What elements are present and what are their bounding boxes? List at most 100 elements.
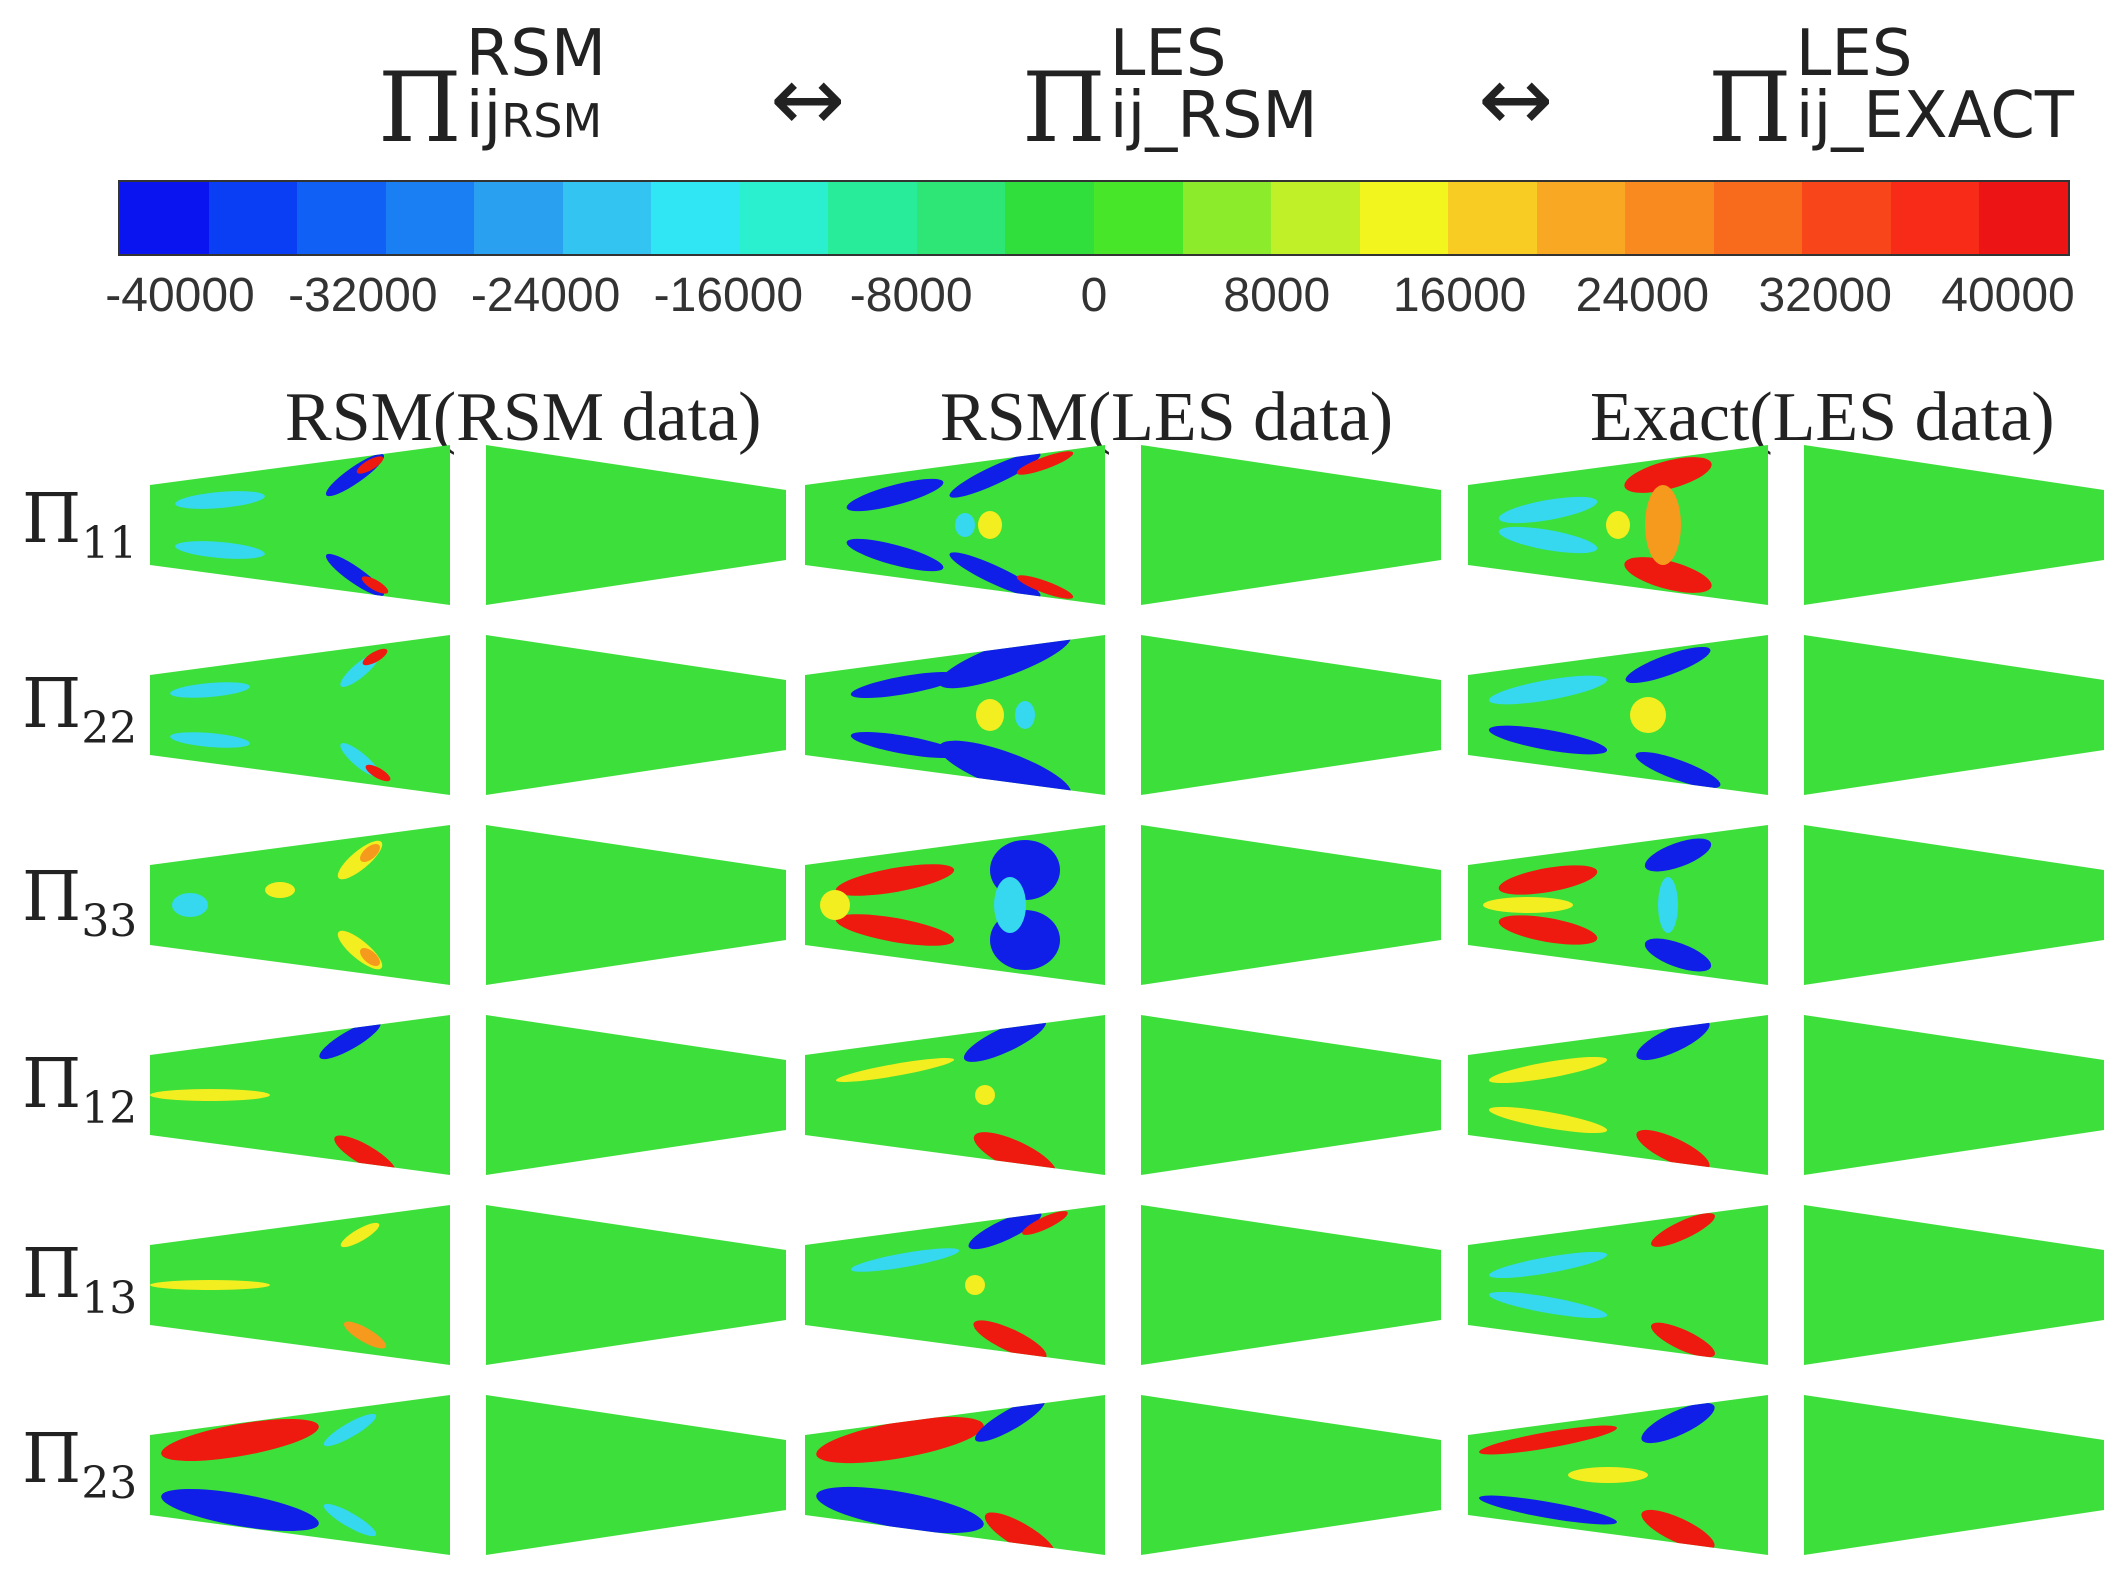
contour-blob [362,648,388,666]
colorbar-segment [208,182,298,254]
contour-blob [975,1085,995,1105]
contour-blob [1641,1402,1715,1444]
contour-blob [1479,1495,1617,1525]
header-middle-label: Π LES ij_RSM [1022,22,1318,172]
contour-panel-0-2-left [1468,445,1768,605]
contour-blob [360,948,380,966]
contour-panel-0-1-left [805,445,1105,605]
row-label-pi12: Π12 [22,1045,138,1134]
contour-panel-3-0-left [150,1015,450,1175]
contour-panel-4-0-right [486,1205,786,1365]
colorbar-segment [1005,182,1095,254]
contour-blob [949,452,1041,498]
contour-panel-0-0-left [150,445,450,605]
contour-field [150,1395,450,1555]
contour-blob [1498,865,1598,895]
contour-panel-1-0-right [486,635,786,795]
contour-blob [938,740,1072,795]
contour-blob [835,864,955,896]
contour-blob [846,478,944,512]
colorbar-gradient [118,180,2070,256]
contour-blob [1645,485,1681,565]
contour-blob [975,1398,1045,1442]
contour-blob [150,1280,270,1290]
contour-blob [994,877,1026,933]
contour-blob [172,893,208,917]
colorbar-tick-label: -16000 [653,269,804,322]
colorbar-segment [651,182,740,254]
column-title-exact-les: Exact(LES data) [1590,379,2055,456]
left-right-arrow-icon: ↔ [1478,47,1554,152]
contour-blob [1650,1322,1716,1358]
contour-blob [820,890,850,920]
colorbar-segment [1536,182,1626,254]
contour-blob [150,1089,270,1101]
contour-panel-0-0-right [486,445,786,605]
colorbar-segment [1448,182,1537,254]
contour-field [486,825,786,985]
colorbar-tick-label: 24000 [1575,269,1710,322]
contour-field [150,445,450,605]
contour-field [1468,1015,1768,1175]
contour-blob [170,682,250,698]
contour-blob [1488,725,1608,755]
contour-blob [976,699,1004,731]
contour-panel-2-2-left [1468,825,1768,985]
contour-panel-5-0-left [150,1395,450,1555]
colorbar-tick-label: -40000 [105,269,255,322]
colorbar-tick-label: 16000 [1392,269,1527,322]
contour-panel-0-1-right [1141,445,1441,605]
contour-blob [973,1320,1047,1360]
header-right-label: Π LES ij_EXACT [1708,22,2074,172]
header-left-label: Π RSM ijRSM [378,22,606,172]
contour-panel-3-1-right [1141,1015,1441,1175]
row-label-pi33: Π33 [22,858,138,947]
contour-field [1141,1205,1441,1365]
contour-blob [949,552,1041,598]
contour-blob [1488,1056,1608,1084]
colorbar-tick-label: 40000 [1941,269,2075,322]
contour-field [1804,825,2104,985]
contour-blob [1624,557,1712,593]
contour-field [486,1395,786,1555]
contour-blob [1625,646,1711,684]
pi-symbol: Π [1022,52,1106,164]
contour-field [486,445,786,605]
colorbar-tick-label: -24000 [470,269,621,322]
colorbar-segment [385,182,475,254]
contour-blob [175,541,265,559]
contour-blob [1015,701,1035,729]
colorbar-segment [297,182,386,254]
row-label-pi23: Π23 [22,1420,138,1509]
contour-blob [1016,575,1074,599]
column-title-rsm-rsm: RSM(RSM data) [285,379,762,456]
contour-blob [835,1058,955,1082]
contour-blob [1488,675,1608,705]
subscript: ijRSM [465,79,603,153]
contour-field [1804,445,2104,605]
superscript: LES [1109,17,1227,91]
colorbar-segment [1271,182,1360,254]
colorbar-segment [828,182,917,254]
colorbar-tick-label: -32000 [288,269,438,322]
colorbar-segment [120,182,209,254]
contour-panel-1-2-right [1804,635,2104,795]
colorbar-segment [1979,182,2069,254]
contour-panel-5-2-right [1804,1395,2104,1555]
contour-panel-2-2-right [1804,825,2104,985]
contour-panel-1-1-right [1141,635,1441,795]
contour-field [486,1015,786,1175]
colorbar-segment [1890,182,1980,254]
contour-blob [1488,1106,1608,1134]
contour-blob [1016,451,1074,475]
contour-field [486,1205,786,1365]
colorbar-segment [562,182,652,254]
contour-blob [1022,1211,1068,1235]
contour-blob [1624,457,1712,493]
contour-blob [340,1222,380,1248]
contour-field [1141,1015,1441,1175]
contour-blob [170,732,250,748]
contour-blob [1635,751,1721,789]
contour-blob [846,538,944,572]
contour-blob [850,1248,960,1272]
